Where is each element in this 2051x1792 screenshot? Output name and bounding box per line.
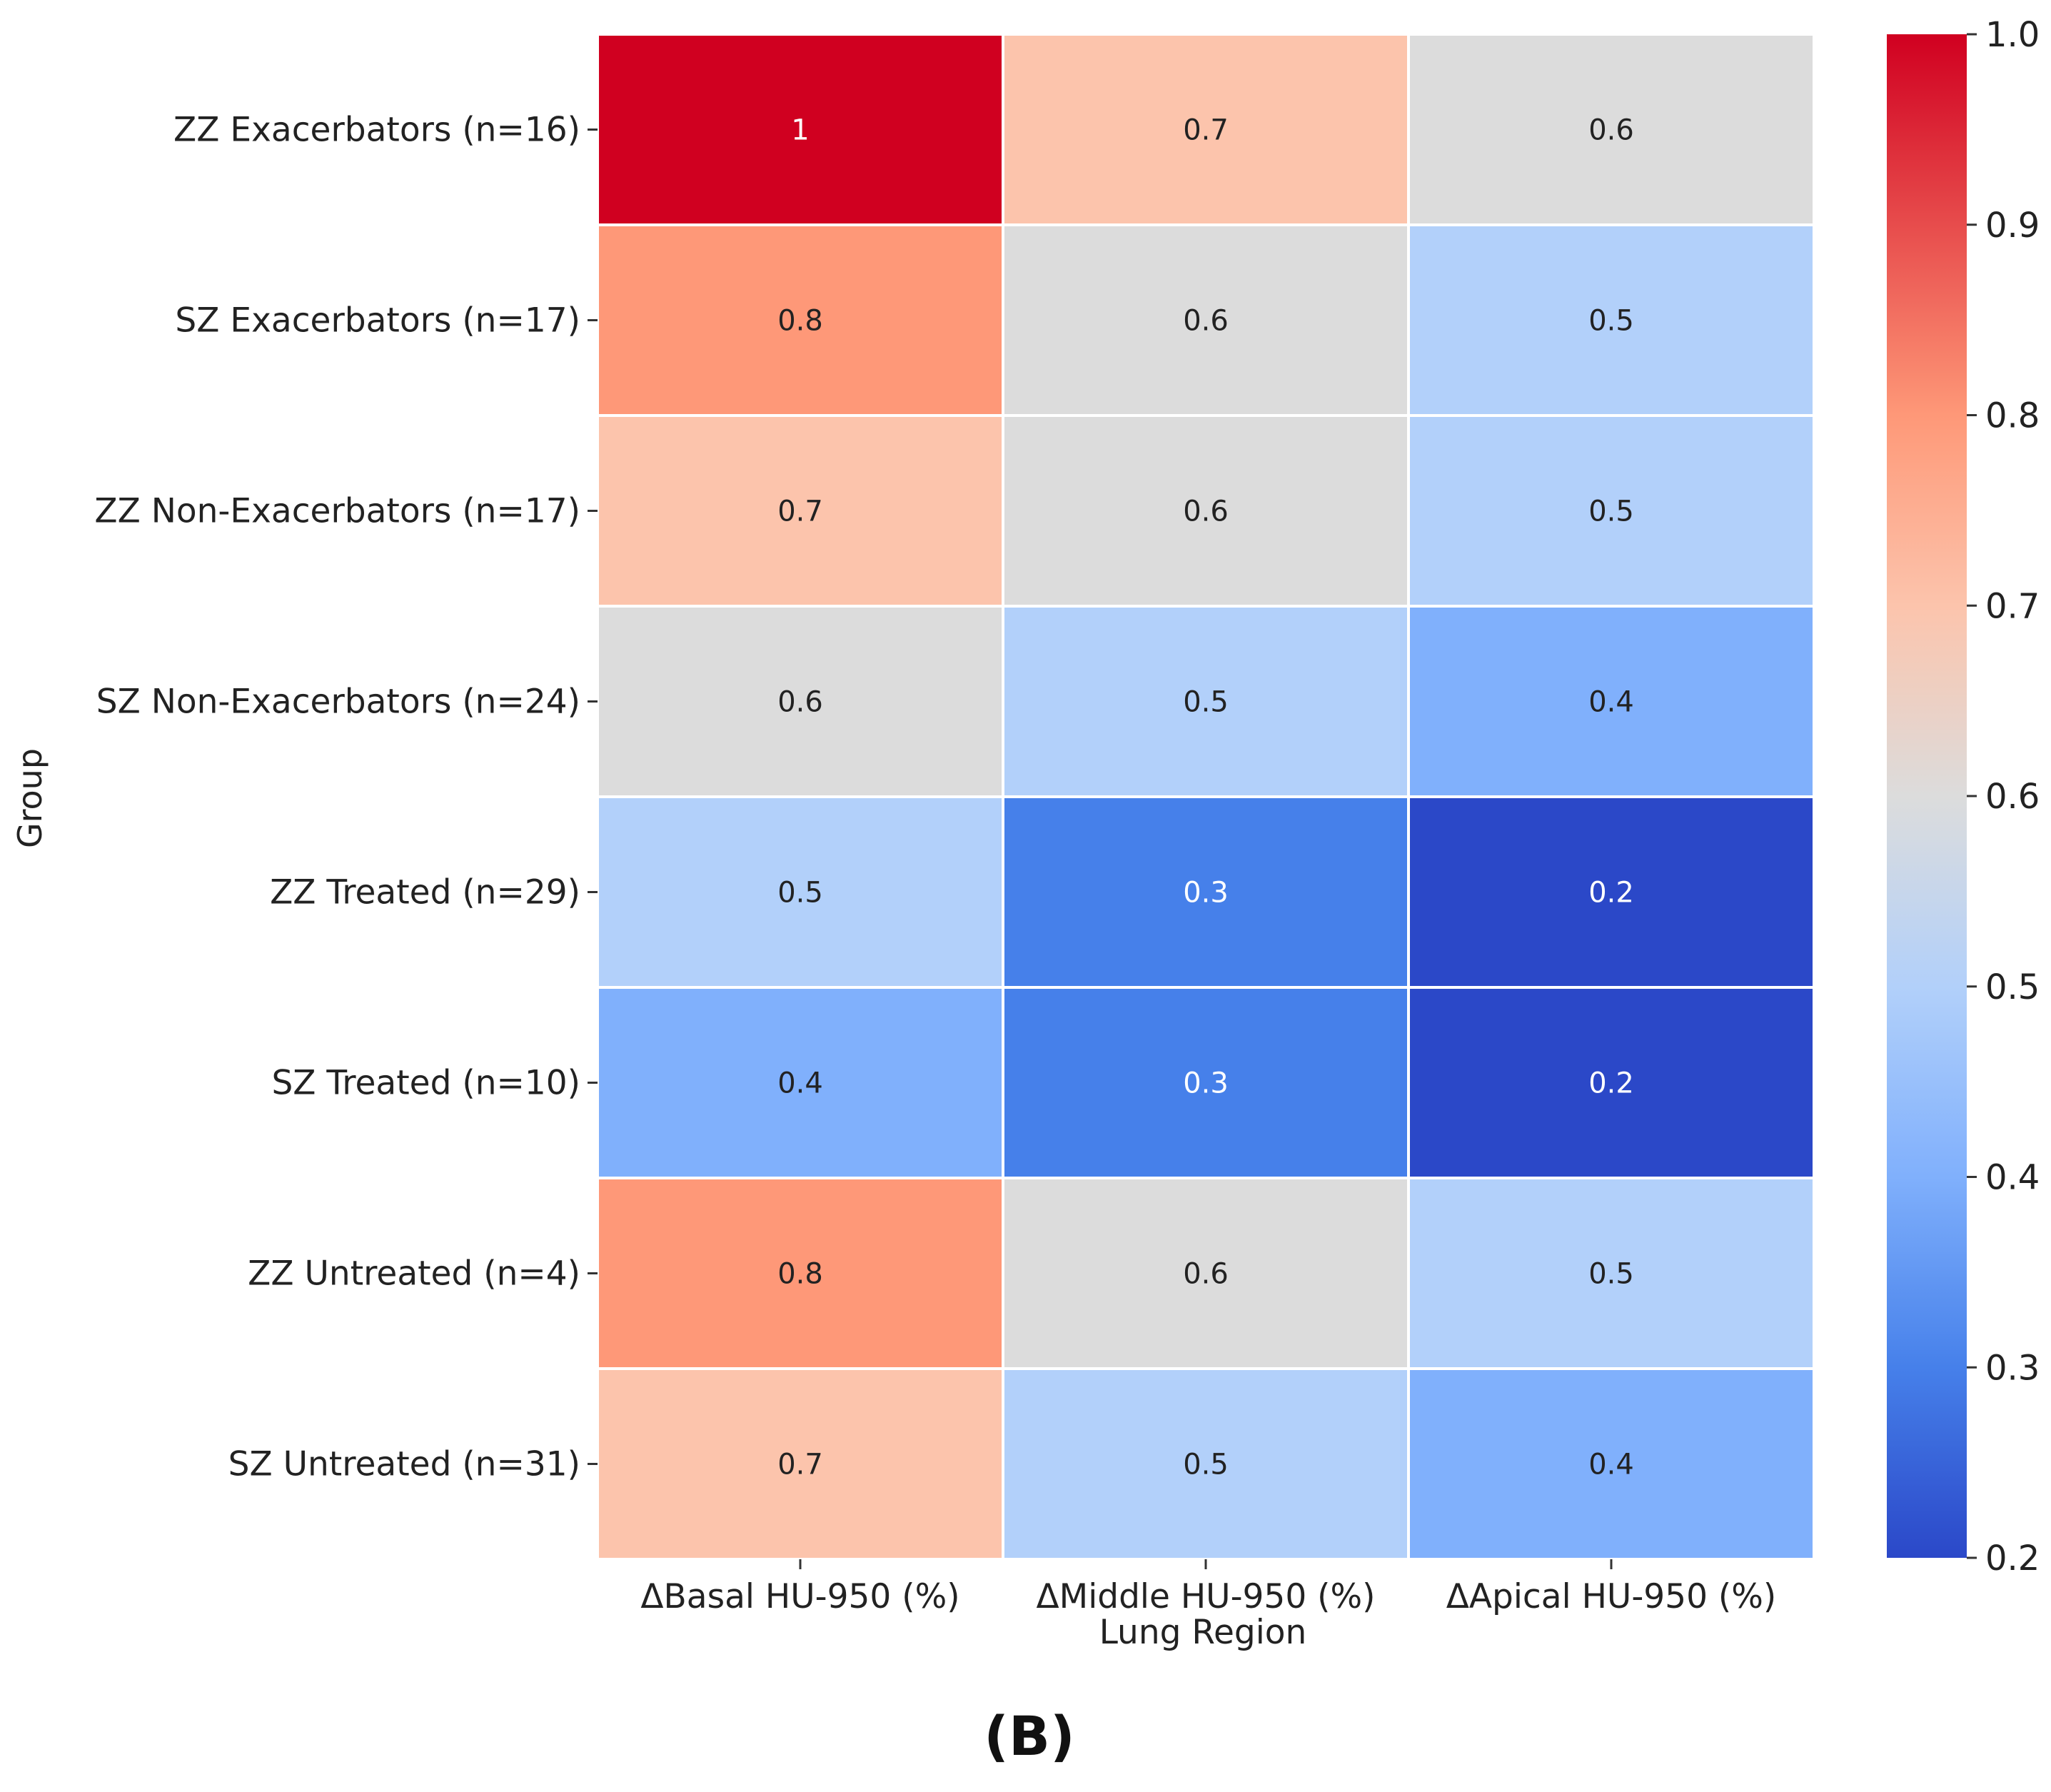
colorbar-tick-label: 0.4 xyxy=(1985,1158,2040,1198)
cell-value-label: 0.6 xyxy=(1183,1258,1229,1291)
x-tick-label: ΔApical HU-950 (%) xyxy=(1446,1577,1777,1616)
colorbar-tick-label: 1.0 xyxy=(1985,15,2040,55)
y-tick-label: ZZ Exacerbators (n=16) xyxy=(173,111,580,150)
cell-value-label: 0.7 xyxy=(1183,114,1229,147)
cell-value-label: 0.5 xyxy=(777,877,823,910)
colorbar-tick-label: 0.3 xyxy=(1985,1348,2040,1388)
cell-value-label: 0.4 xyxy=(777,1067,823,1100)
cell-value-label: 0.7 xyxy=(777,1449,823,1481)
heatmap-cell-labels: 1 0.7 0.6 0.8 0.6 0.5 0.7 0.6 0.5 0.6 0.5 0.4 0.5 0.3… xyxy=(777,114,1634,1481)
heatmap-cell xyxy=(596,1177,1004,1370)
y-tick-label: SZ Treated (n=10) xyxy=(271,1064,580,1103)
colorbar-ticks: 0.2 0.3 0.4 0.5 0.6 0.7 0.8 0.9 1.0 xyxy=(1967,15,2040,1579)
heatmap-cells xyxy=(596,33,1815,1561)
y-axis: ZZ Exacerbators (n=16) SZ Exacerbators (n… xyxy=(94,111,598,1484)
heatmap-cell xyxy=(596,605,1004,798)
heatmap-cell xyxy=(1002,223,1410,417)
cell-value-label: 0.3 xyxy=(1183,1067,1229,1100)
cell-value-label: 0.5 xyxy=(1183,686,1229,719)
heatmap-cell xyxy=(1002,1177,1410,1370)
heatmap-cell xyxy=(1407,1177,1815,1370)
y-tick-label: SZ Exacerbators (n=17) xyxy=(175,301,580,341)
cell-value-label: 0.6 xyxy=(1183,495,1229,528)
colorbar-tick-label: 0.6 xyxy=(1985,777,2040,817)
heatmap-cell xyxy=(1407,1367,1815,1561)
heatmap-cell xyxy=(1002,33,1410,226)
heatmap-cell xyxy=(1002,1367,1410,1561)
heatmap-cell xyxy=(1002,795,1410,989)
cell-value-label: 0.5 xyxy=(1183,1449,1229,1481)
heatmap-cell xyxy=(1407,605,1815,798)
colorbar-gradient xyxy=(1887,34,1967,1558)
cell-value-label: 0.2 xyxy=(1588,877,1634,910)
cell-value-label: 0.7 xyxy=(777,495,823,528)
heatmap-cell xyxy=(1002,986,1410,1179)
heatmap-cell xyxy=(1407,33,1815,226)
y-tick-label: ZZ Untreated (n=4) xyxy=(248,1254,580,1294)
panel-label: (B) xyxy=(984,1704,1074,1768)
colorbar xyxy=(1887,34,1967,1558)
colorbar-tick-label: 0.8 xyxy=(1985,396,2040,436)
heatmap-cell xyxy=(1407,795,1815,989)
colorbar-tick-label: 0.7 xyxy=(1985,586,2040,626)
x-tick-label: ΔMiddle HU-950 (%) xyxy=(1036,1577,1375,1616)
heatmap-cell xyxy=(596,33,1004,226)
cell-value-label: 0.3 xyxy=(1183,877,1229,910)
y-tick-label: ZZ Treated (n=29) xyxy=(270,873,580,912)
colorbar-tick-label: 0.2 xyxy=(1985,1539,2040,1579)
cell-value-label: 0.5 xyxy=(1588,495,1634,528)
cell-value-label: 0.8 xyxy=(777,1258,823,1291)
heatmap-cell xyxy=(1407,986,1815,1179)
y-tick-label: SZ Non-Exacerbators (n=24) xyxy=(96,683,580,722)
colorbar-tick-label: 0.9 xyxy=(1985,206,2040,246)
heatmap-cell xyxy=(1002,414,1410,608)
x-axis-title: Lung Region xyxy=(1099,1613,1307,1652)
cell-value-label: 0.5 xyxy=(1588,305,1634,338)
heatmap-cell xyxy=(1407,223,1815,417)
cell-value-label: 0.8 xyxy=(777,305,823,338)
heatmap-cell xyxy=(596,795,1004,989)
y-tick-label: SZ Untreated (n=31) xyxy=(228,1445,580,1484)
cell-value-label: 0.2 xyxy=(1588,1067,1634,1100)
cell-value-label: 0.5 xyxy=(1588,1258,1634,1291)
cell-value-label: 0.4 xyxy=(1588,686,1634,719)
heatmap-cell xyxy=(596,223,1004,417)
cell-value-label: 0.6 xyxy=(1183,305,1229,338)
cell-value-label: 1 xyxy=(791,114,809,147)
colorbar-tick-label: 0.5 xyxy=(1985,967,2040,1007)
x-axis: ΔBasal HU-950 (%) ΔMiddle HU-950 (%) ΔApic… xyxy=(640,1559,1776,1616)
y-axis-title: Group xyxy=(11,748,49,848)
heatmap-cell xyxy=(596,1367,1004,1561)
x-tick-label: ΔBasal HU-950 (%) xyxy=(640,1577,959,1616)
cell-value-label: 0.6 xyxy=(777,686,823,719)
cell-value-label: 0.6 xyxy=(1588,114,1634,147)
y-tick-label: ZZ Non-Exacerbators (n=17) xyxy=(94,492,580,531)
cell-value-label: 0.4 xyxy=(1588,1449,1634,1481)
